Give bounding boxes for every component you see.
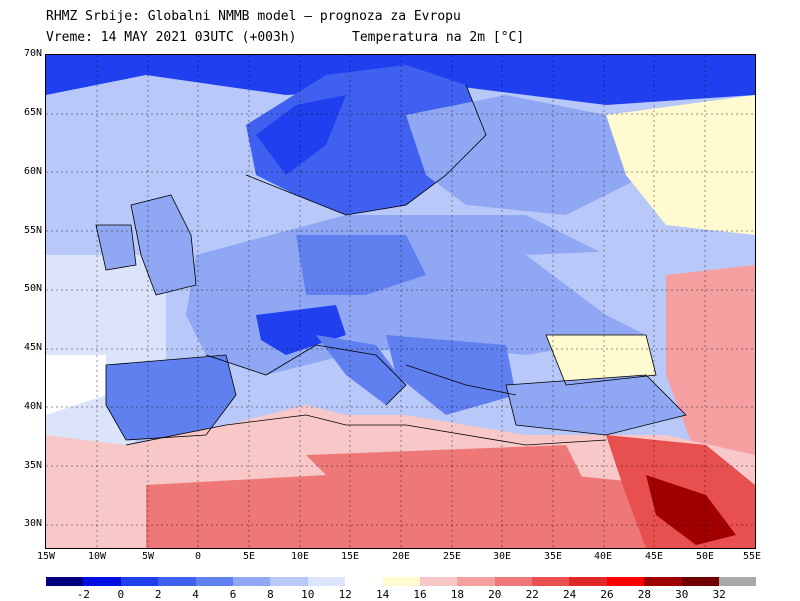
colorbar-cell bbox=[569, 577, 607, 586]
lat-label: 30N bbox=[23, 518, 42, 529]
colorbar-label: -2 bbox=[76, 588, 91, 601]
colorbar-cell bbox=[681, 577, 720, 586]
turkey-region bbox=[506, 375, 686, 435]
colorbar-label: 0 bbox=[117, 588, 125, 601]
lat-label: 40N bbox=[23, 401, 42, 412]
lon-label: 45E bbox=[644, 551, 664, 562]
colorbar-label: 10 bbox=[301, 588, 315, 601]
ireland-region bbox=[96, 225, 136, 270]
scandinavia-region bbox=[246, 65, 486, 215]
colorbar-cell bbox=[195, 577, 233, 586]
field-name: Temperatura na 2m [°C] bbox=[352, 30, 525, 45]
colorbar-cell bbox=[457, 577, 495, 586]
colorbar-cell bbox=[270, 577, 308, 586]
lon-label: 50E bbox=[695, 551, 715, 562]
norway-cold bbox=[256, 95, 346, 175]
colorbar-cell bbox=[532, 577, 570, 586]
lon-label: 40E bbox=[593, 551, 613, 562]
colorbar-cell bbox=[232, 577, 271, 586]
colorbar-label: 30 bbox=[675, 588, 689, 601]
lon-label: 30E bbox=[492, 551, 512, 562]
colorbar-cell bbox=[46, 577, 84, 586]
colorbar-label: 32 bbox=[712, 588, 726, 601]
colorbar-cell bbox=[120, 577, 159, 586]
colorbar bbox=[46, 577, 757, 586]
colorbar-cell bbox=[644, 577, 682, 586]
temperature-map bbox=[45, 54, 756, 549]
lon-label: 10W bbox=[87, 551, 107, 562]
colorbar-label: 8 bbox=[267, 588, 274, 601]
mediterranean-warm bbox=[306, 445, 586, 495]
iberia-region bbox=[106, 355, 236, 440]
colorbar-cell bbox=[83, 577, 121, 586]
colorbar-label: 28 bbox=[637, 588, 652, 601]
colorbar-cell bbox=[307, 577, 346, 586]
atlantic-white bbox=[46, 355, 106, 415]
colorbar-label: 24 bbox=[562, 588, 577, 601]
colorbar-cell bbox=[158, 577, 196, 586]
colorbar-label: 18 bbox=[450, 588, 465, 601]
germany-poland-cool bbox=[296, 235, 426, 295]
russia-warm-north bbox=[606, 95, 755, 235]
colorbar-label: 2 bbox=[154, 588, 162, 601]
lon-label: 5E bbox=[242, 551, 256, 562]
colorbar-label: 20 bbox=[488, 588, 502, 601]
colorbar-cell bbox=[382, 577, 420, 586]
iraq-very-hot bbox=[646, 475, 736, 545]
lat-label: 65N bbox=[23, 107, 42, 118]
black-sea-region bbox=[546, 335, 656, 385]
valid-time: Vreme: 14 MAY 2021 03UTC (+003h) bbox=[46, 30, 297, 45]
lon-label: 35E bbox=[543, 551, 563, 562]
colorbar-cell bbox=[606, 577, 645, 586]
lat-label: 55N bbox=[23, 225, 42, 236]
map-title: RHMZ Srbije: Globalni NMMB model — progn… bbox=[46, 9, 461, 24]
colorbar-label: 22 bbox=[525, 588, 539, 601]
colorbar-label: 12 bbox=[338, 588, 352, 601]
lon-label: 55E bbox=[742, 551, 762, 562]
colorbar-label: 4 bbox=[192, 588, 199, 601]
graticule bbox=[46, 55, 755, 548]
lat-label: 70N bbox=[23, 48, 42, 59]
map-svg bbox=[46, 55, 755, 548]
colorbar-cell bbox=[345, 577, 383, 586]
colorbar-label: 14 bbox=[375, 588, 390, 601]
colorbar-cell bbox=[719, 577, 757, 586]
lat-label: 35N bbox=[23, 460, 42, 471]
lon-label: 15E bbox=[340, 551, 360, 562]
sahara-warm bbox=[146, 465, 755, 548]
colorbar-cell bbox=[419, 577, 458, 586]
lon-label: 15W bbox=[36, 551, 56, 562]
balkans-region bbox=[386, 335, 516, 415]
lon-label: 25E bbox=[442, 551, 462, 562]
coastlines bbox=[95, 84, 687, 446]
lon-label: 20E bbox=[391, 551, 411, 562]
britain-region bbox=[131, 195, 196, 295]
colorbar-label: 26 bbox=[600, 588, 614, 601]
colorbar-label: 6 bbox=[229, 588, 237, 601]
colorbar-label: 16 bbox=[413, 588, 427, 601]
colorbar-cell bbox=[494, 577, 533, 586]
lat-label: 60N bbox=[23, 166, 42, 177]
lat-label: 50N bbox=[23, 283, 42, 294]
lon-label: 0 bbox=[194, 551, 202, 562]
caspian-warm bbox=[666, 265, 755, 455]
finland-region bbox=[406, 95, 646, 215]
italy-region bbox=[316, 335, 406, 405]
lon-label: 10E bbox=[290, 551, 310, 562]
lat-label: 45N bbox=[23, 342, 42, 353]
lon-label: 5W bbox=[141, 551, 155, 562]
